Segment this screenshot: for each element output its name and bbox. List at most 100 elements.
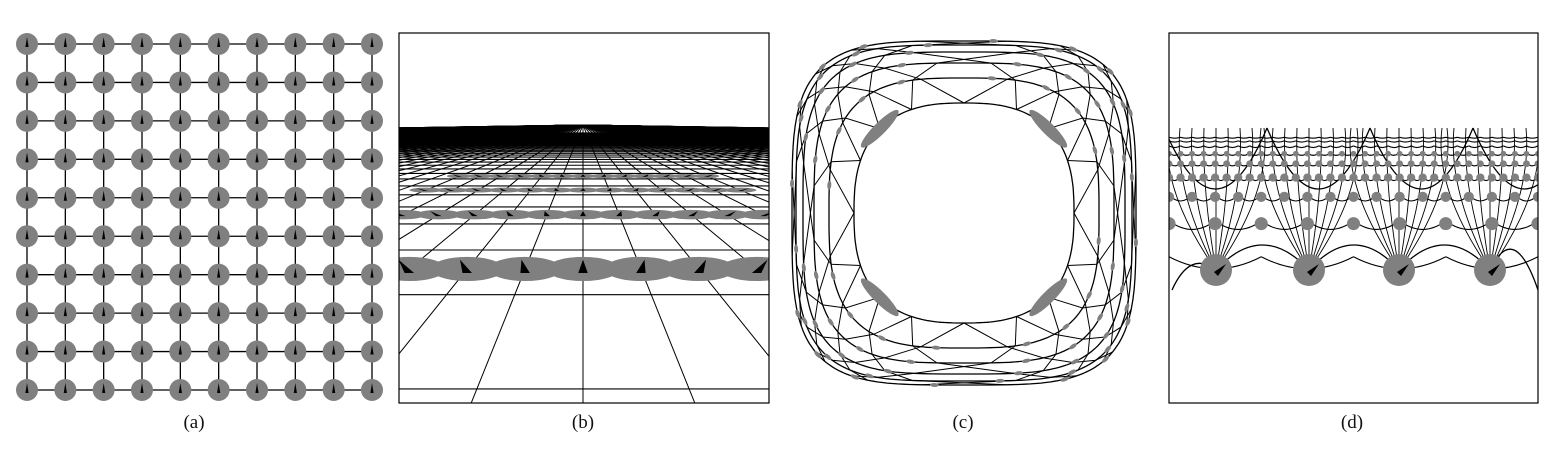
plane-arrow bbox=[473, 174, 483, 177]
tiling-disk bbox=[1186, 191, 1198, 202]
warp-disk bbox=[860, 109, 899, 148]
plane-column-line bbox=[582, 124, 769, 139]
tiling-disk bbox=[1362, 150, 1368, 157]
plane-column-line bbox=[582, 124, 769, 130]
warp-small-disk bbox=[858, 44, 868, 50]
plane-column-line bbox=[582, 124, 769, 132]
tiling-disk bbox=[1534, 160, 1538, 168]
panel-a-flat-grid bbox=[16, 33, 383, 401]
plane-column-line bbox=[582, 124, 769, 130]
node-arrow bbox=[293, 344, 297, 355]
plane-column-line bbox=[582, 124, 769, 131]
warp-small-disk bbox=[877, 335, 887, 341]
plane-column-line bbox=[582, 124, 769, 149]
plane-column-line bbox=[582, 124, 769, 130]
tiling-radial bbox=[1308, 127, 1322, 271]
tiling-disk bbox=[1209, 191, 1221, 202]
node-arrow bbox=[25, 113, 29, 124]
plane-column-line bbox=[582, 124, 769, 143]
plane-arrow bbox=[471, 188, 481, 191]
plane-column-line bbox=[582, 124, 769, 130]
node-arrow bbox=[332, 113, 336, 124]
node-arrow bbox=[370, 344, 374, 355]
warp-disk bbox=[860, 278, 899, 317]
plane-disk bbox=[638, 412, 823, 455]
plane-column-line bbox=[582, 124, 769, 132]
node-arrow bbox=[102, 344, 106, 355]
plane-disk bbox=[399, 209, 426, 220]
tiling-disk bbox=[1315, 160, 1323, 168]
plane-column-line bbox=[582, 124, 769, 129]
plane-column-line bbox=[470, 124, 584, 403]
plane-column-line bbox=[582, 124, 769, 134]
tiling-disk bbox=[1291, 173, 1300, 182]
plane-arrow bbox=[658, 188, 667, 191]
tiling-disk bbox=[1431, 150, 1438, 157]
node-arrow bbox=[255, 229, 259, 240]
warp-small-disk bbox=[824, 353, 832, 361]
plane-column-line bbox=[582, 124, 769, 129]
plane-column-line bbox=[582, 124, 769, 142]
plane-arrow bbox=[636, 259, 646, 273]
tiling-disk bbox=[1234, 173, 1243, 182]
plane-column-line bbox=[582, 124, 769, 129]
plane-arrow bbox=[751, 259, 768, 273]
tiling-disk bbox=[1176, 173, 1185, 182]
tiling-disk bbox=[1325, 191, 1336, 202]
tiling-disk bbox=[1346, 217, 1361, 231]
tiling-row-arc bbox=[1169, 162, 1538, 167]
tiling-arrow bbox=[1488, 264, 1500, 276]
plane-column-line bbox=[399, 124, 584, 279]
plane-arrow bbox=[685, 188, 695, 191]
tiling-disk bbox=[1257, 160, 1265, 168]
node-arrow bbox=[217, 229, 221, 240]
warp-small-disk bbox=[813, 270, 819, 280]
node-arrow bbox=[255, 75, 259, 86]
warp-small-disk bbox=[802, 316, 808, 326]
plane-disk bbox=[467, 173, 494, 179]
warp-spoke bbox=[921, 40, 1060, 129]
plane-column-line bbox=[582, 124, 769, 129]
plane-column-line bbox=[582, 124, 769, 129]
warp-small-disk bbox=[851, 76, 859, 83]
warp-small-disk bbox=[1082, 67, 1091, 74]
warp-small-disk bbox=[904, 50, 914, 55]
node-arrow bbox=[370, 306, 374, 317]
plane-column-line bbox=[582, 124, 769, 135]
tiling-disk bbox=[1200, 150, 1207, 157]
warp-small-disk bbox=[1074, 107, 1081, 115]
node-arrow bbox=[217, 267, 221, 278]
tiling-disk bbox=[1477, 150, 1484, 157]
node-arrow bbox=[102, 152, 106, 163]
node-arrow bbox=[63, 383, 67, 393]
tiling-disk bbox=[1488, 160, 1496, 168]
node-arrow bbox=[140, 113, 144, 124]
plane-column-line bbox=[582, 124, 769, 145]
warp-spoke bbox=[1073, 64, 1115, 214]
node-arrow bbox=[370, 267, 374, 278]
node-arrow bbox=[178, 344, 182, 355]
plane-column-line bbox=[582, 124, 769, 129]
tiling-disk bbox=[1245, 173, 1254, 182]
plane-column-line bbox=[582, 124, 769, 129]
plane-column-line bbox=[582, 124, 769, 130]
plane-column-line bbox=[582, 124, 769, 132]
plane-column-line bbox=[582, 124, 769, 130]
tiling-disk bbox=[1440, 191, 1451, 202]
tiling-disk bbox=[1200, 160, 1207, 168]
plane-column-line bbox=[582, 124, 769, 133]
node-arrow bbox=[293, 113, 297, 124]
plane-column-line bbox=[582, 124, 769, 129]
node-arrow bbox=[370, 75, 374, 86]
warp-ring bbox=[828, 77, 1100, 349]
plane-column-line bbox=[582, 124, 769, 132]
warp-spoke bbox=[1048, 170, 1137, 309]
plane-column-line bbox=[582, 124, 769, 135]
warp-small-disk bbox=[989, 39, 999, 44]
warp-small-disk bbox=[987, 76, 997, 81]
plane-column-line bbox=[582, 124, 769, 138]
node-arrow bbox=[25, 190, 29, 201]
node-arrow bbox=[63, 190, 67, 201]
plane-column-line bbox=[582, 124, 769, 137]
